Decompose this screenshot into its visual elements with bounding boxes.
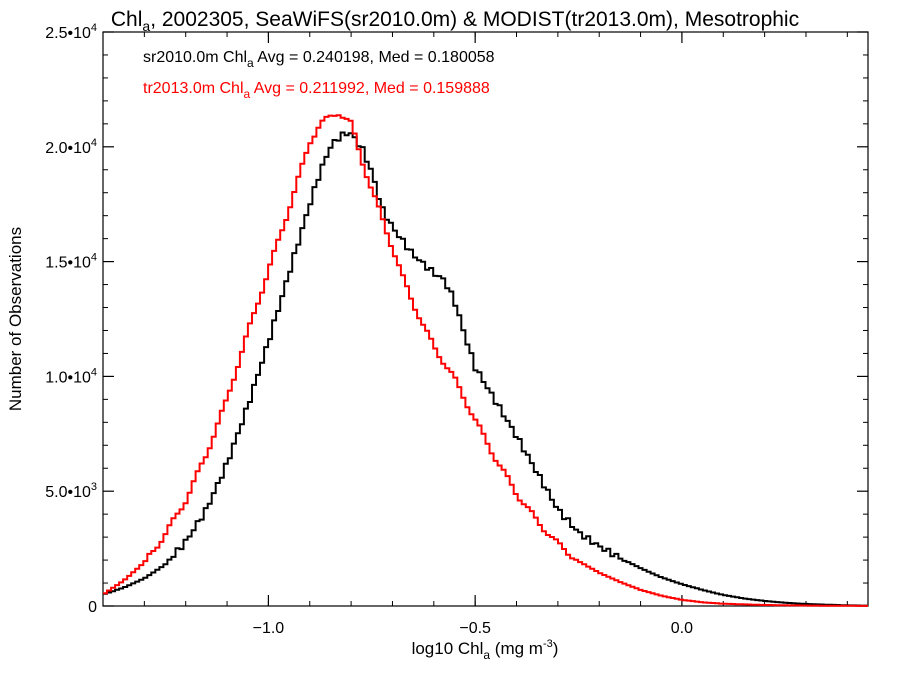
axis-ticks: −1.0 −0.5 0.0 0 5.0•103 1.0•104 1.5•104 2.0•104… — [45, 22, 868, 637]
series-line-sr2010-0m — [103, 131, 868, 607]
x-tick-label: 0.0 — [671, 620, 693, 637]
x-tick-label: −0.5 — [459, 620, 491, 637]
y-tick-label: 2.0•104 — [45, 137, 97, 157]
y-tick-label: 2.5•104 — [45, 22, 97, 42]
plot-frame — [102, 31, 869, 607]
y-tick-label: 1.0•104 — [45, 366, 97, 386]
y-tick-label: 5.0•103 — [45, 481, 97, 501]
stats-annotation-tr2013: tr2013.0m Chla Avg = 0.211992, Med = 0.1… — [143, 80, 490, 101]
stats-annotation-sr2010: sr2010.0m Chla Avg = 0.240198, Med = 0.1… — [143, 49, 495, 70]
x-tick-label: −1.0 — [253, 620, 285, 637]
series-group — [103, 114, 868, 607]
series-line-tr2013-0m — [103, 114, 868, 607]
y-tick-label: 0 — [88, 599, 97, 616]
y-axis-label: Number of Observations — [6, 227, 25, 411]
y-tick-label: 1.5•104 — [45, 252, 97, 272]
chart-title: Chla, 2002305, SeaWiFS(sr2010.0m) & MODI… — [111, 8, 799, 34]
x-axis-label: log10 Chla (mg m-3) — [412, 638, 559, 662]
